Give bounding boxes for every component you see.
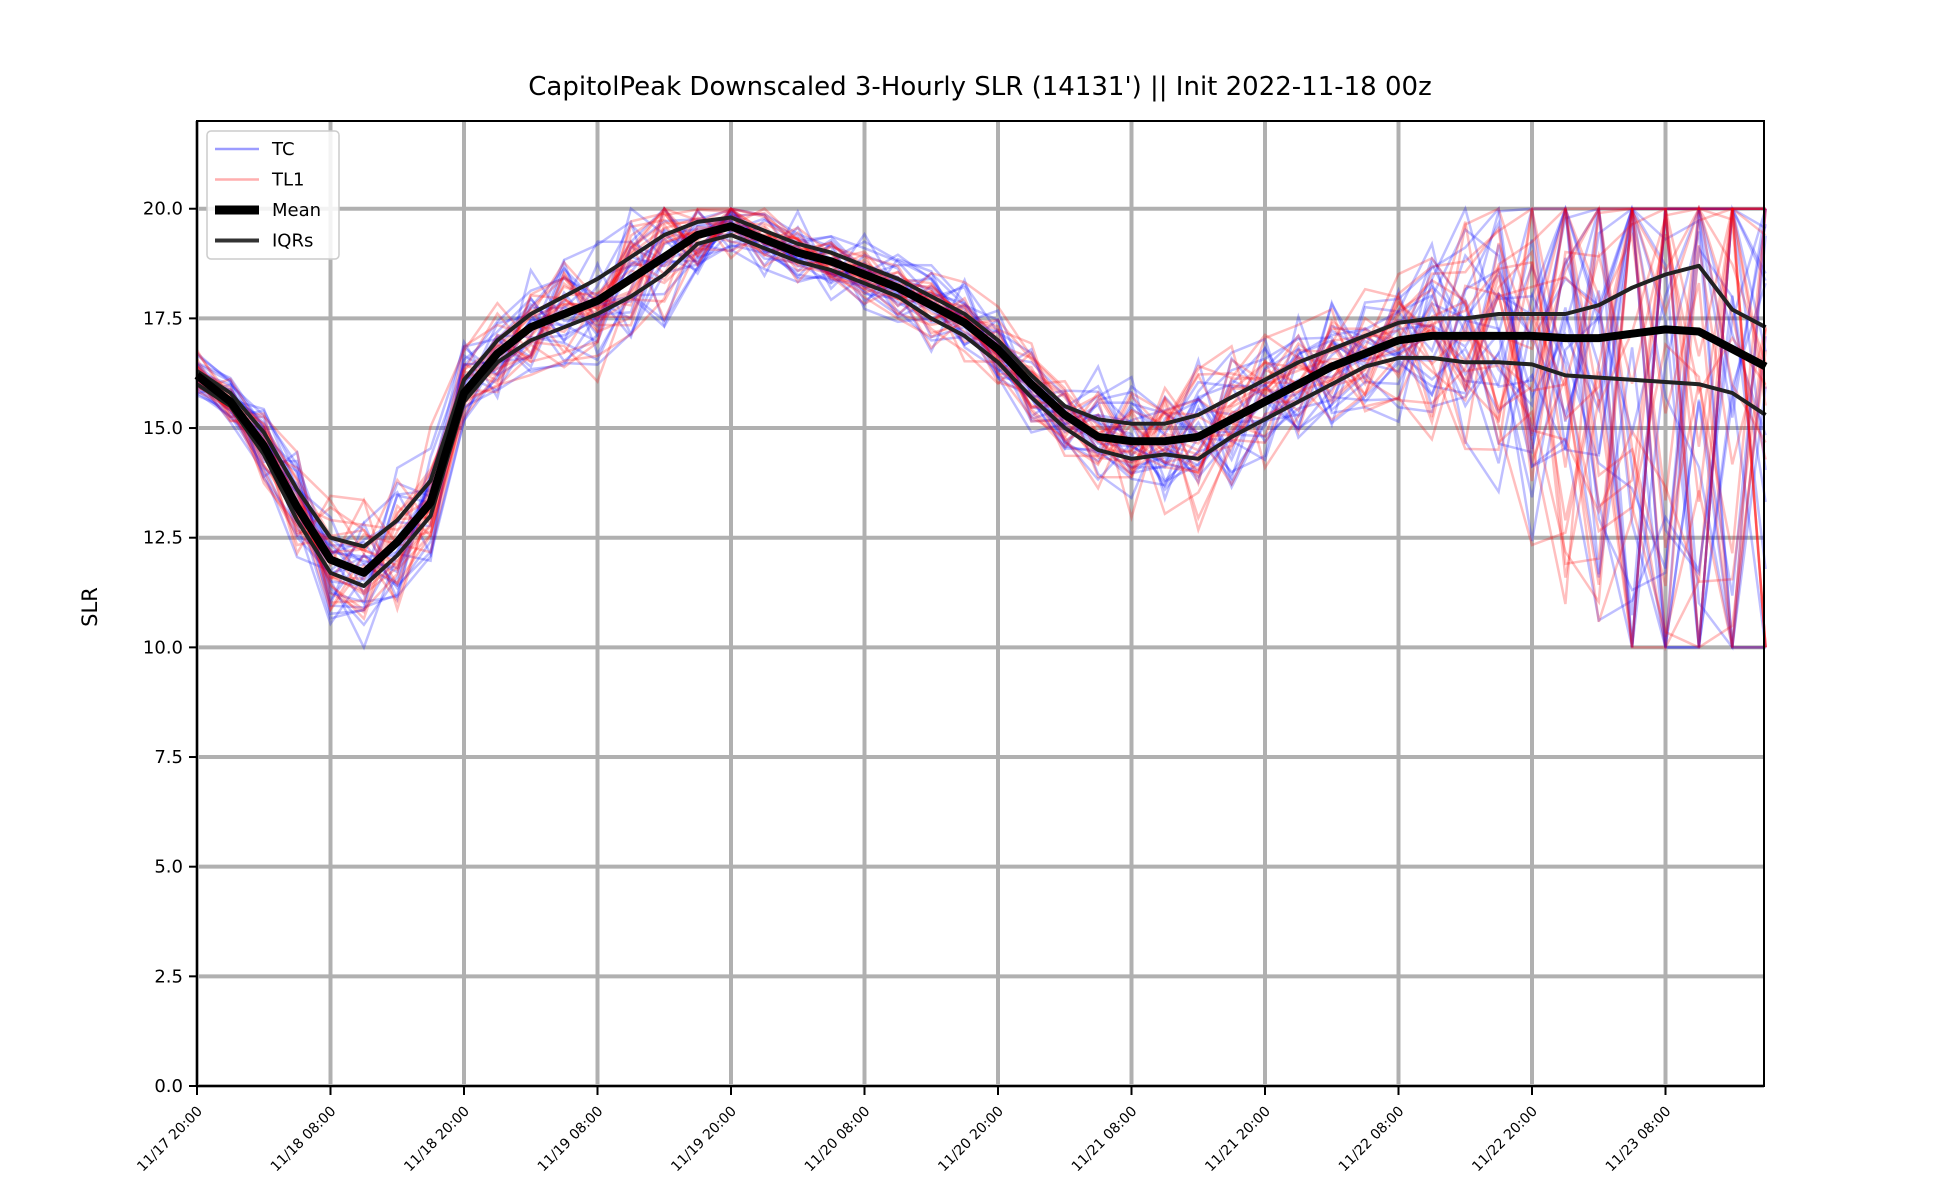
tc-member-line-12 bbox=[196, 207, 1766, 649]
y-tick-label: 10.0 bbox=[143, 637, 183, 658]
x-tick-label: 11/18 08:00 bbox=[268, 1104, 340, 1176]
legend-label-mean: Mean bbox=[272, 200, 321, 221]
tl1-member-line-6 bbox=[196, 206, 1766, 649]
x-tick-label: 11/17 20:00 bbox=[134, 1104, 206, 1176]
tl1-member-line-1 bbox=[196, 207, 1767, 648]
y-tick-label: 17.5 bbox=[143, 308, 183, 329]
tc-member-line-7 bbox=[196, 206, 1767, 648]
x-tick-label: 11/21 08:00 bbox=[1069, 1104, 1141, 1176]
y-tick-label: 12.5 bbox=[143, 528, 183, 549]
y-tick-label: 2.5 bbox=[154, 966, 183, 987]
y-axis-label: SLR bbox=[78, 587, 102, 627]
summary-lines bbox=[194, 215, 1768, 588]
iqr-upper-line bbox=[195, 215, 1767, 549]
plot-frame bbox=[196, 120, 1765, 1087]
grid-layer bbox=[195, 121, 1764, 1088]
legend-label-tl1: TL1 bbox=[271, 170, 304, 191]
tc-member-line-5 bbox=[196, 208, 1767, 623]
tc-member-line-11 bbox=[196, 207, 1767, 558]
x-tick-label: 11/21 20:00 bbox=[1202, 1104, 1274, 1176]
x-tick-label: 11/20 20:00 bbox=[935, 1104, 1007, 1176]
legend-label-iqrs: IQRs bbox=[272, 231, 313, 252]
x-tick-label: 11/23 08:00 bbox=[1603, 1104, 1675, 1176]
y-tick-label: 0.0 bbox=[154, 1076, 183, 1097]
x-tick-label: 11/20 08:00 bbox=[802, 1104, 874, 1176]
y-tick-label: 5.0 bbox=[154, 857, 183, 878]
x-tick-label: 11/19 08:00 bbox=[535, 1104, 607, 1176]
legend-box bbox=[206, 130, 340, 260]
tc-member-line-15 bbox=[196, 205, 1767, 648]
x-tick-label: 11/18 20:00 bbox=[401, 1104, 473, 1176]
tc-member-line-2 bbox=[196, 206, 1766, 651]
y-tick-label: 20.0 bbox=[143, 199, 183, 220]
chart-title: CapitolPeak Downscaled 3-Hourly SLR (141… bbox=[528, 72, 1431, 102]
y-tick-label: 7.5 bbox=[154, 747, 183, 768]
tc-member-line-16 bbox=[196, 204, 1767, 648]
mean-line bbox=[194, 222, 1768, 577]
tl1-member-line-14 bbox=[196, 207, 1766, 578]
x-tick-label: 11/22 20:00 bbox=[1469, 1104, 1541, 1176]
x-tick-label: 11/22 08:00 bbox=[1336, 1104, 1408, 1176]
x-tick-label: 11/19 20:00 bbox=[668, 1104, 740, 1176]
legend: TC TL1 Mean IQRs bbox=[206, 130, 340, 260]
legend-label-tc: TC bbox=[271, 139, 295, 160]
y-tick-label: 15.0 bbox=[143, 418, 183, 439]
